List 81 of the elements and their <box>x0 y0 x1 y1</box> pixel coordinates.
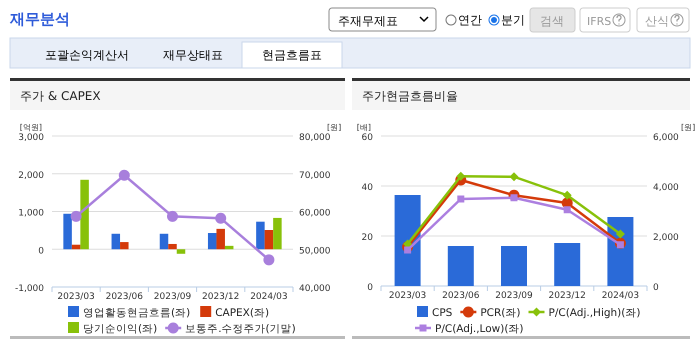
legend-label: 보통주.수정주가(기말) <box>185 323 296 335</box>
bar <box>224 246 234 250</box>
bar <box>554 243 580 286</box>
point <box>457 196 464 202</box>
text: 연간 <box>458 13 482 27</box>
bar <box>160 234 168 250</box>
point <box>456 172 466 181</box>
bar <box>448 246 474 286</box>
bar <box>256 222 265 250</box>
y2-tick-label: 0 <box>653 283 659 293</box>
bar <box>208 233 216 250</box>
x-tick-label: 2023/09 <box>495 291 533 301</box>
x-tick-label: 2023/12 <box>548 291 586 301</box>
text: 재무상태표 <box>163 48 223 62</box>
y-tick-label: 2,000 <box>18 170 44 181</box>
y2-tick-label: 80,000 <box>299 133 331 143</box>
x-tick-label: 2023/12 <box>202 292 240 302</box>
x-tick-label: 2023/03 <box>388 291 426 301</box>
y2-tick-label: 6,000 <box>653 133 680 143</box>
legend-label: PCR(좌) <box>480 307 520 319</box>
y2-axis-title: [원] <box>681 123 696 132</box>
bar <box>63 214 72 250</box>
y2-tick-label: 50,000 <box>299 246 331 256</box>
text: IFRS <box>587 15 612 28</box>
bar <box>501 246 527 286</box>
y2-tick-label: 70,000 <box>299 170 331 181</box>
y-tick-label: 3,000 <box>18 133 44 143</box>
point <box>510 172 518 182</box>
bar <box>394 195 421 286</box>
legend-label: 당기순이익(좌) <box>83 323 158 335</box>
bar <box>120 242 129 250</box>
bar <box>168 244 177 250</box>
text: 산식 <box>645 14 669 28</box>
bar <box>72 244 80 250</box>
point <box>616 230 625 238</box>
x-tick-label: 2023/09 <box>154 292 192 302</box>
legend-label: CPS <box>432 307 453 319</box>
chart-title: 주가 & CAPEX <box>20 89 101 103</box>
text: 현금흐름표 <box>262 48 322 62</box>
point <box>70 210 82 222</box>
x-tick-label: 2023/03 <box>57 292 95 302</box>
bar <box>112 234 120 250</box>
y-tick-label: 0 <box>38 246 44 256</box>
text: 분기 <box>501 13 525 27</box>
y2-tick-label: 60,000 <box>299 208 331 218</box>
y-tick-label: -1,000 <box>14 284 44 294</box>
bar <box>80 180 89 250</box>
y2-tick-label: 40,000 <box>299 284 331 294</box>
y-axis-title: [억원] <box>20 123 42 132</box>
point <box>564 206 571 214</box>
x-tick-label: 2023/06 <box>106 292 144 302</box>
point <box>118 170 130 181</box>
y-axis-title: [배] <box>356 123 371 132</box>
y-tick-label: 20 <box>362 233 374 243</box>
bar <box>176 249 186 254</box>
text: 포괄손익계산서 <box>45 48 129 62</box>
legend-label: CAPEX(좌) <box>215 307 270 319</box>
bar <box>216 228 225 250</box>
text: 주재무제표 <box>338 14 398 28</box>
text: 검색 <box>540 14 564 28</box>
y-tick-label: 1,000 <box>18 208 44 218</box>
x-tick-label: 2023/06 <box>442 291 480 301</box>
y-tick-label: 40 <box>362 183 374 193</box>
point <box>263 254 274 266</box>
legend-label: 영업활동현금흐름(좌) <box>83 307 190 319</box>
point <box>562 190 572 200</box>
text: 재무분석 <box>9 10 70 28</box>
point <box>215 212 226 224</box>
x-tick-label: 2024/03 <box>250 292 288 302</box>
y-tick-label: 0 <box>367 283 374 293</box>
y-tick-label: 60 <box>362 133 374 143</box>
y2-axis-title: [원] <box>327 123 342 132</box>
bar <box>264 230 274 250</box>
chart-title: 주가현금흐름비율 <box>362 89 458 103</box>
y2-tick-label: 4,000 <box>653 183 680 193</box>
legend-label: P/C(Adj.,High)(좌) <box>548 307 640 319</box>
legend-label: P/C(Adj.,Low)(좌) <box>435 323 524 335</box>
y2-tick-label: 2,000 <box>653 233 680 243</box>
bar <box>273 218 282 250</box>
x-tick-label: 2024/03 <box>602 291 640 301</box>
point <box>167 210 178 222</box>
